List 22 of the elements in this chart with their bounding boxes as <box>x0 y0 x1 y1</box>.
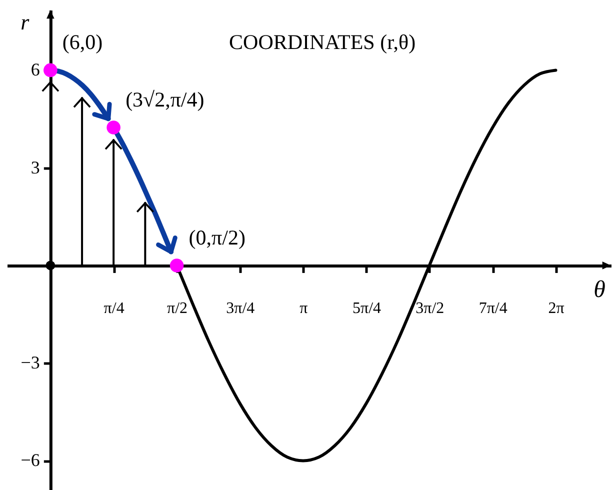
x-tick-label: π <box>300 300 308 317</box>
text: COORDINATES (r,θ) <box>229 30 416 54</box>
x-tick-label: 5π/4 <box>352 300 382 317</box>
point <box>106 120 120 134</box>
x-tick-label: π/4 <box>104 300 124 317</box>
point <box>170 258 184 272</box>
x-tick-label: 7π/4 <box>478 300 508 317</box>
y-tick-label: 3 <box>30 157 40 178</box>
point <box>44 63 58 78</box>
x-tick-label: 3π/2 <box>416 300 444 317</box>
y-tick-label: 6 <box>30 60 40 80</box>
x-axis-title: θ <box>594 276 606 303</box>
annotation: (6,0) <box>62 30 103 54</box>
x-tick-label: 3π/4 <box>226 300 255 317</box>
annotation: (0,π/2) <box>188 225 246 250</box>
annotation: (3√2,π/4) <box>126 87 204 112</box>
x-tick-label: 2π <box>548 300 564 317</box>
point <box>46 260 56 270</box>
x-tick-label: π/2 <box>167 300 188 317</box>
y-tick-label: −3 <box>20 352 40 373</box>
y-axis-title: r <box>20 10 30 34</box>
y-tick-label: −6 <box>20 450 40 470</box>
